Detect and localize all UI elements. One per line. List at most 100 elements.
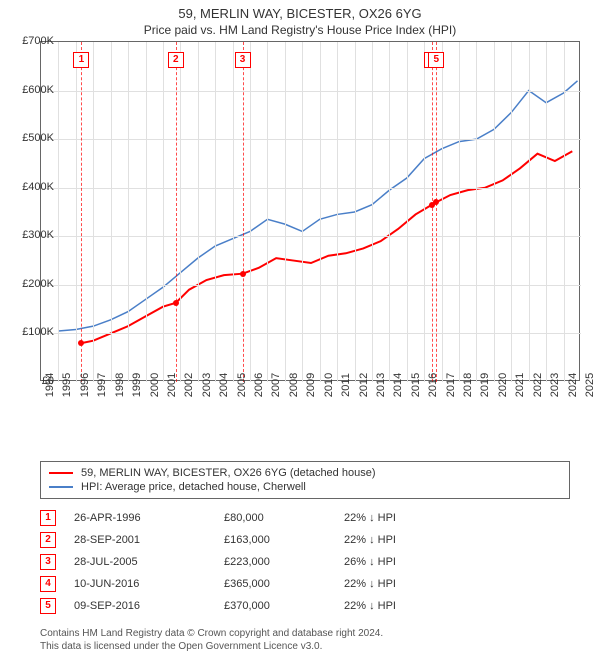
chart-subtitle: Price paid vs. HM Land Registry's House … (0, 21, 600, 41)
transaction-dot (433, 199, 439, 205)
legend-label: HPI: Average price, detached house, Cher… (81, 481, 306, 493)
x-axis-label: 2009 (305, 373, 317, 397)
gridline-v (76, 42, 77, 382)
gridline-v (511, 42, 512, 382)
transaction-index-box: 5 (40, 598, 56, 614)
transaction-price: £223,000 (224, 556, 344, 568)
gridline-v (198, 42, 199, 382)
gridline-v (267, 42, 268, 382)
chart-title: 59, MERLIN WAY, BICESTER, OX26 6YG (0, 0, 600, 21)
gridline-v (146, 42, 147, 382)
x-axis-label: 2022 (532, 373, 544, 397)
x-axis-label: 1999 (131, 373, 143, 397)
gridline-v (233, 42, 234, 382)
x-axis-label: 2002 (183, 373, 195, 397)
x-axis-label: 1996 (79, 373, 91, 397)
transaction-diff: 22% ↓ HPI (344, 534, 464, 546)
transaction-price: £365,000 (224, 578, 344, 590)
plot-area: 12345 (40, 41, 580, 381)
gridline-v (337, 42, 338, 382)
x-axis-label: 2021 (514, 373, 526, 397)
x-axis-label: 2012 (358, 373, 370, 397)
series-line-hpi (58, 81, 577, 331)
chart-container: 59, MERLIN WAY, BICESTER, OX26 6YG Price… (0, 0, 600, 650)
gridline-v (529, 42, 530, 382)
transaction-dot (78, 340, 84, 346)
legend: 59, MERLIN WAY, BICESTER, OX26 6YG (deta… (40, 461, 570, 499)
transaction-row: 509-SEP-2016£370,00022% ↓ HPI (40, 595, 570, 617)
x-axis-label: 2018 (462, 373, 474, 397)
transaction-date: 26-APR-1996 (74, 512, 224, 524)
gridline-v (355, 42, 356, 382)
series-line-price_paid (81, 151, 572, 343)
gridline-v (372, 42, 373, 382)
gridline-h (41, 188, 581, 189)
x-axis-label: 2000 (149, 373, 161, 397)
transaction-marker-box: 3 (235, 52, 251, 68)
x-axis-label: 2017 (445, 373, 457, 397)
x-axis-label: 2024 (567, 373, 579, 397)
legend-swatch (49, 472, 73, 474)
gridline-v (180, 42, 181, 382)
transaction-index-box: 3 (40, 554, 56, 570)
transaction-marker-box: 2 (168, 52, 184, 68)
transaction-marker-box: 5 (428, 52, 444, 68)
gridline-v (58, 42, 59, 382)
x-axis-label: 2010 (323, 373, 335, 397)
x-axis-label: 1997 (96, 373, 108, 397)
gridline-v (546, 42, 547, 382)
gridline-v (442, 42, 443, 382)
transaction-price: £80,000 (224, 512, 344, 524)
y-axis-label: £300K (22, 229, 54, 241)
gridline-v (564, 42, 565, 382)
x-axis-label: 2013 (375, 373, 387, 397)
transaction-price: £370,000 (224, 600, 344, 612)
transaction-marker-line (243, 42, 244, 382)
x-axis-label: 1994 (44, 373, 56, 397)
x-axis-label: 2007 (270, 373, 282, 397)
y-axis-label: £100K (22, 326, 54, 338)
gridline-v (215, 42, 216, 382)
x-axis-label: 2025 (584, 373, 596, 397)
x-axis-label: 2005 (236, 373, 248, 397)
y-axis-label: £400K (22, 181, 54, 193)
gridline-v (389, 42, 390, 382)
legend-label: 59, MERLIN WAY, BICESTER, OX26 6YG (deta… (81, 467, 375, 479)
y-axis-label: £700K (22, 35, 54, 47)
x-axis-label: 1995 (61, 373, 73, 397)
transaction-diff: 22% ↓ HPI (344, 512, 464, 524)
gridline-h (41, 333, 581, 334)
gridline-v (250, 42, 251, 382)
gridline-v (320, 42, 321, 382)
transaction-table: 126-APR-1996£80,00022% ↓ HPI228-SEP-2001… (40, 507, 570, 617)
transaction-marker-box: 1 (73, 52, 89, 68)
transaction-diff: 26% ↓ HPI (344, 556, 464, 568)
x-axis-label: 2015 (410, 373, 422, 397)
transaction-dot (240, 271, 246, 277)
x-axis-label: 2004 (218, 373, 230, 397)
gridline-h (41, 236, 581, 237)
transaction-diff: 22% ↓ HPI (344, 600, 464, 612)
gridline-v (494, 42, 495, 382)
x-axis-label: 2019 (479, 373, 491, 397)
footer-attribution: Contains HM Land Registry data © Crown c… (40, 627, 570, 653)
transaction-marker-line (432, 42, 433, 382)
x-axis-label: 2023 (549, 373, 561, 397)
gridline-v (285, 42, 286, 382)
y-axis-label: £500K (22, 132, 54, 144)
transaction-row: 126-APR-1996£80,00022% ↓ HPI (40, 507, 570, 529)
x-axis-label: 2016 (427, 373, 439, 397)
gridline-v (128, 42, 129, 382)
transaction-row: 228-SEP-2001£163,00022% ↓ HPI (40, 529, 570, 551)
transaction-dot (173, 300, 179, 306)
gridline-h (41, 139, 581, 140)
transaction-row: 328-JUL-2005£223,00026% ↓ HPI (40, 551, 570, 573)
gridline-h (41, 285, 581, 286)
x-axis-label: 2003 (201, 373, 213, 397)
gridline-v (111, 42, 112, 382)
gridline-v (476, 42, 477, 382)
transaction-marker-line (81, 42, 82, 382)
gridline-v (163, 42, 164, 382)
x-axis-label: 1998 (114, 373, 126, 397)
footer-line: Contains HM Land Registry data © Crown c… (40, 627, 570, 640)
